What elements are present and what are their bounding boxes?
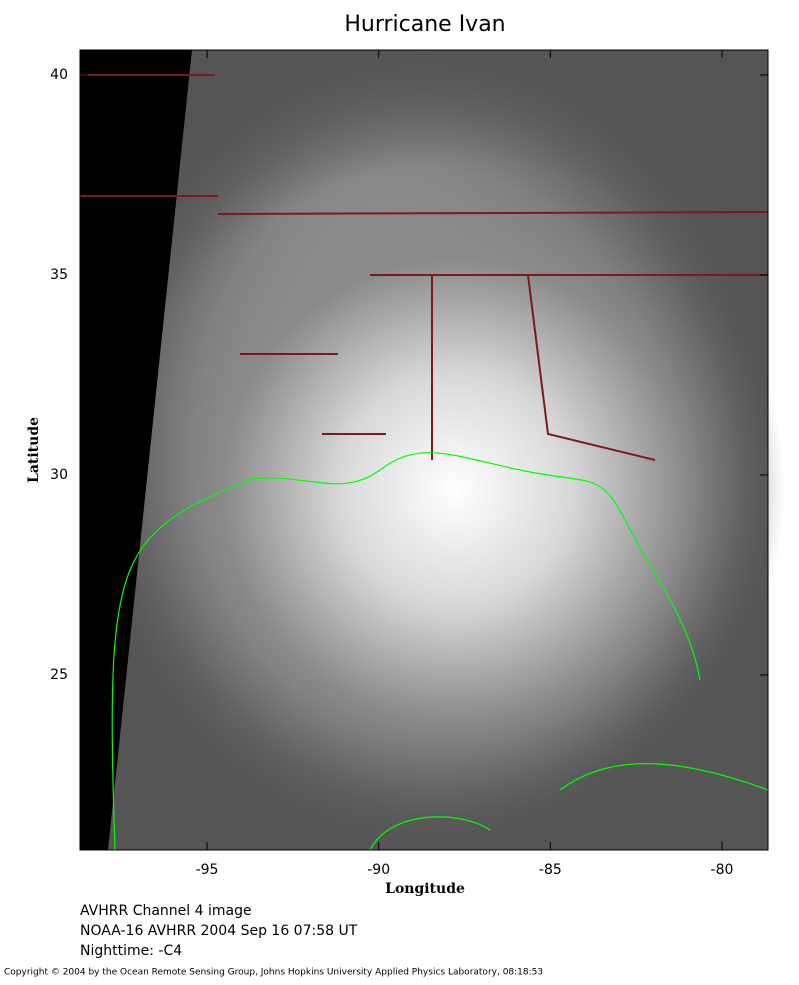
- copyright: Copyright © 2004 by the Ocean Remote Sen…: [4, 968, 543, 978]
- plot-frame: [79, 49, 769, 851]
- map-title: Hurricane Ivan: [344, 12, 505, 37]
- caption-line: Nighttime: -C4: [80, 943, 182, 959]
- y-tick-label: 25: [50, 667, 68, 683]
- y-tick-label: 30: [50, 467, 68, 483]
- x-axis-label: Longitude: [385, 881, 465, 897]
- y-tick-label: 40: [50, 67, 68, 83]
- y-axis-label: Latitude: [26, 417, 42, 483]
- x-tick-label: -95: [196, 862, 219, 878]
- x-tick-label: -90: [367, 862, 390, 878]
- caption-line: NOAA-16 AVHRR 2004 Sep 16 07:58 UT: [80, 923, 358, 939]
- x-tick-label: -80: [711, 862, 734, 878]
- satellite-image: [80, 50, 785, 851]
- x-tick-label: -85: [539, 862, 562, 878]
- y-tick-label: 35: [50, 267, 68, 283]
- caption-line: AVHRR Channel 4 image: [80, 903, 252, 919]
